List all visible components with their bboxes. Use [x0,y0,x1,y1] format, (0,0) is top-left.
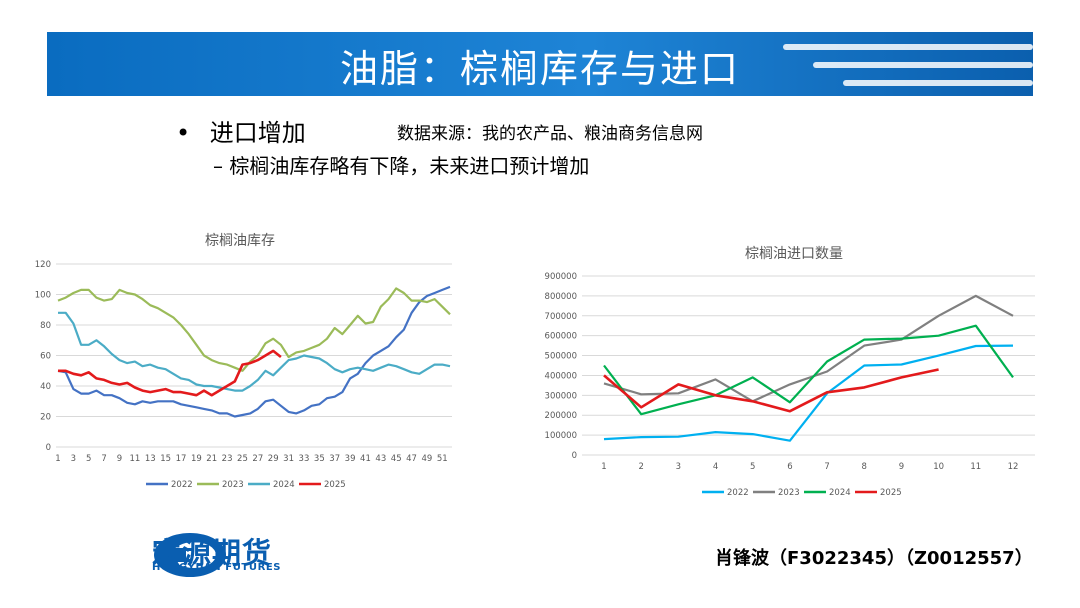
x-tick-label: 19 [191,454,202,464]
y-tick-label: 400000 [545,371,577,381]
y-tick-label: 900000 [545,272,577,282]
x-tick-label: 1 [601,462,606,472]
y-tick-label: 0 [46,443,51,453]
bullet-main: • 进口增加 [176,113,306,148]
banner-stripe [813,62,1033,68]
x-tick-label: 35 [314,454,325,464]
legend-label: 2023 [222,480,244,490]
logo-icon [154,533,226,577]
legend-label: 2025 [880,488,902,498]
x-tick-label: 41 [360,454,371,464]
x-tick-label: 21 [206,454,217,464]
author: 肖锋波（F3022345）（Z0012557） [715,548,1033,569]
x-tick-label: 7 [101,454,106,464]
x-tick-label: 33 [299,454,310,464]
bullet-text: 进口增加 [209,119,306,147]
y-tick-label: 500000 [545,352,577,362]
x-tick-label: 7 [824,462,829,472]
y-tick-label: 700000 [545,312,577,322]
series-line-2023 [57,287,451,372]
y-tick-label: 60 [40,352,51,362]
x-tick-label: 15 [160,454,171,464]
slide-title: 油脂：棕榈库存与进口 [339,47,740,91]
x-tick-label: 4 [713,462,718,472]
y-tick-label: 80 [40,321,51,331]
legend-label: 2022 [171,480,193,490]
legend-label: 2025 [324,480,346,490]
x-tick-label: 11 [970,462,981,472]
banner-stripe [843,80,1033,86]
x-tick-label: 3 [676,462,681,472]
chart1-title: 棕榈油库存 [205,233,275,249]
x-tick-label: 9 [117,454,122,464]
sub-bullet: – 棕榈油库存略有下降，未来进口预计增加 [213,154,590,178]
x-tick-label: 37 [329,454,340,464]
bullet-dot-icon: • [176,119,191,147]
x-tick-label: 47 [406,454,417,464]
x-tick-label: 25 [237,454,248,464]
title-banner: 油脂：棕榈库存与进口 [47,32,1033,96]
x-tick-label: 2 [638,462,643,472]
y-tick-label: 200000 [545,411,577,421]
chart-imports: 0 100000 200000 300000 400000 500000 600000 700… [545,272,1035,498]
y-tick-label: 40 [40,382,51,392]
x-tick-label: 13 [145,454,156,464]
logo-text-cn: 宏源期货 [152,536,273,570]
x-tick-label: 8 [862,462,867,472]
series-line-2024 [58,311,451,392]
y-tick-label: 100000 [545,431,577,441]
legend-label: 2024 [273,480,295,490]
banner-stripe [783,44,1033,50]
x-tick-label: 6 [787,462,792,472]
x-tick-label: 12 [1008,462,1019,472]
y-tick-label: 600000 [545,332,577,342]
x-tick-label: 5 [750,462,755,472]
x-tick-label: 9 [899,462,904,472]
y-tick-label: 100 [35,291,51,301]
series-line-2022 [603,344,1014,442]
x-tick-label: 1 [55,454,60,464]
x-tick-label: 11 [129,454,140,464]
series-line-2025 [58,349,282,397]
series-line-2023 [603,294,1014,403]
x-tick-label: 5 [86,454,91,464]
x-tick-label: 31 [283,454,294,464]
legend-label: 2022 [727,488,749,498]
x-tick-label: 27 [252,454,263,464]
x-tick-label: 51 [437,454,448,464]
x-tick-label: 39 [345,454,356,464]
x-tick-label: 49 [422,454,433,464]
series-line-2024 [603,324,1014,416]
legend-label: 2023 [778,488,800,498]
x-tick-label: 43 [375,454,386,464]
y-tick-label: 800000 [545,292,577,302]
y-tick-label: 120 [35,260,51,270]
series-line-2022 [57,285,451,418]
y-tick-label: 20 [40,413,51,423]
x-tick-label: 17 [176,454,187,464]
x-tick-label: 10 [933,462,944,472]
y-tick-label: 0 [572,451,577,461]
x-tick-label: 3 [71,454,76,464]
y-tick-label: 300000 [545,391,577,401]
x-tick-label: 45 [391,454,402,464]
series-line-2025 [603,368,939,413]
chart2-title: 棕榈油进口数量 [745,246,843,262]
legend-label: 2024 [829,488,851,498]
data-source: 数据来源：我的农产品、粮油商务信息网 [397,124,703,144]
logo-text-en: HONGYUAN FUTURES [152,562,282,573]
x-tick-label: 23 [222,454,233,464]
x-tick-label: 29 [268,454,279,464]
